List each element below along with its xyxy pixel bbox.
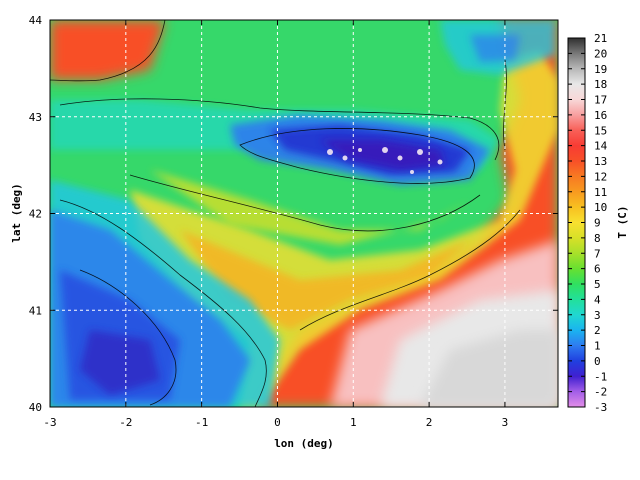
x-tick-label: 0 <box>274 416 281 429</box>
colorbar-tick-label: 5 <box>594 278 601 291</box>
colorbar-tick-label: 20 <box>594 47 607 60</box>
colorbar-tick-label: 17 <box>594 94 607 107</box>
x-axis-label: lon (deg) <box>274 437 334 450</box>
colorbar-tick-label: 14 <box>594 140 608 153</box>
colorbar: -3-2-10123456789101112131415161718192021… <box>567 32 629 414</box>
y-axis-label: lat (deg) <box>10 183 23 243</box>
colorbar-tick-label: 9 <box>594 217 601 230</box>
colorbar-tick-label: 21 <box>594 32 607 45</box>
x-axis-ticks: -3 -2 -1 0 1 2 3 <box>43 20 508 429</box>
colorbar-tick-label: 1 <box>594 340 601 353</box>
x-tick-label: -1 <box>195 416 208 429</box>
colorbar-label: T (C) <box>616 205 629 238</box>
colorbar-tick-label: 19 <box>594 63 607 76</box>
colorbar-tick-label: 12 <box>594 170 607 183</box>
colorbar-tick-label: 7 <box>594 247 601 260</box>
colorbar-tick-label: 18 <box>594 78 607 91</box>
x-tick-label: 2 <box>426 416 433 429</box>
x-tick-label: 1 <box>350 416 357 429</box>
y-tick-label: 42 <box>29 208 42 221</box>
colorbar-tick-label: 3 <box>594 309 601 322</box>
colorbar-tick-label: 2 <box>594 324 601 337</box>
colorbar-tick-label: 13 <box>594 155 607 168</box>
x-tick-label: -3 <box>43 416 56 429</box>
y-tick-label: 44 <box>29 14 43 27</box>
y-axis-ticks: 40 41 42 43 44 <box>29 14 558 414</box>
colorbar-tick-label: 10 <box>594 201 607 214</box>
colorbar-tick-label: 11 <box>594 186 607 199</box>
colorbar-tick-label: 16 <box>594 109 607 122</box>
colorbar-tick-label: -2 <box>594 386 607 399</box>
temperature-field <box>50 20 558 407</box>
x-tick-label: 3 <box>502 416 509 429</box>
y-tick-label: 43 <box>29 111 42 124</box>
colorbar-tick-label: -1 <box>594 370 607 383</box>
y-tick-label: 40 <box>29 401 42 414</box>
colorbar-tick-label: 6 <box>594 263 601 276</box>
x-tick-label: -2 <box>119 416 132 429</box>
y-tick-label: 41 <box>29 304 42 317</box>
colorbar-tick-label: 4 <box>594 293 601 306</box>
colorbar-tick-label: -3 <box>594 401 607 414</box>
colorbar-tick-label: 15 <box>594 124 607 137</box>
colorbar-tick-label: 8 <box>594 232 601 245</box>
grid-lines <box>50 20 558 407</box>
colorbar-tick-label: 0 <box>594 355 601 368</box>
